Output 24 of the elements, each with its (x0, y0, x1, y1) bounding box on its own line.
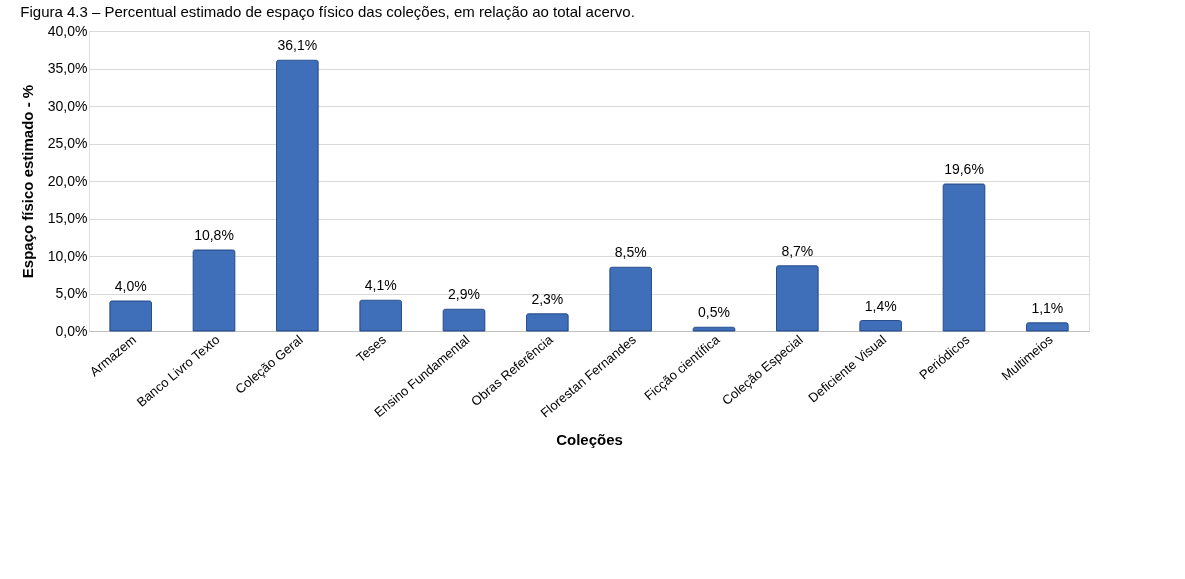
y-tick-label: 25,0% (47, 135, 88, 151)
x-axis-title: Coleções (556, 430, 623, 448)
y-tick-label: 10,0% (47, 247, 88, 264)
data-label: 2,3% (531, 290, 564, 307)
y-tick-label: 5,0% (55, 285, 88, 301)
y-tick-label: 0,0% (55, 322, 88, 339)
data-label: 10,8% (194, 227, 234, 243)
chart-title: Figura 4.3 – Percentual estimado de espaço físico das coleções, em relação ao total acervo. (20, 3, 635, 20)
y-axis-title: Espaço físico estimado - % (18, 84, 36, 279)
y-tick-label: 15,0% (47, 210, 88, 226)
data-label: 36,1% (277, 37, 318, 54)
data-label: 4,1% (364, 277, 397, 294)
y-tick-label: 35,0% (47, 60, 88, 76)
data-label: 1,1% (1031, 299, 1064, 316)
data-label: 19,6% (944, 161, 984, 177)
y-tick-label: 20,0% (47, 172, 88, 189)
y-tick-label: 30,0% (47, 97, 88, 114)
data-label: 0,5% (698, 304, 730, 321)
data-label: 4,0% (114, 278, 147, 294)
data-label: 8,7% (781, 242, 814, 259)
data-label: 8,5% (614, 244, 647, 261)
y-tick-label: 40,0% (47, 22, 88, 39)
data-label: 1,4% (864, 297, 897, 314)
data-label: 2,9% (448, 286, 480, 303)
